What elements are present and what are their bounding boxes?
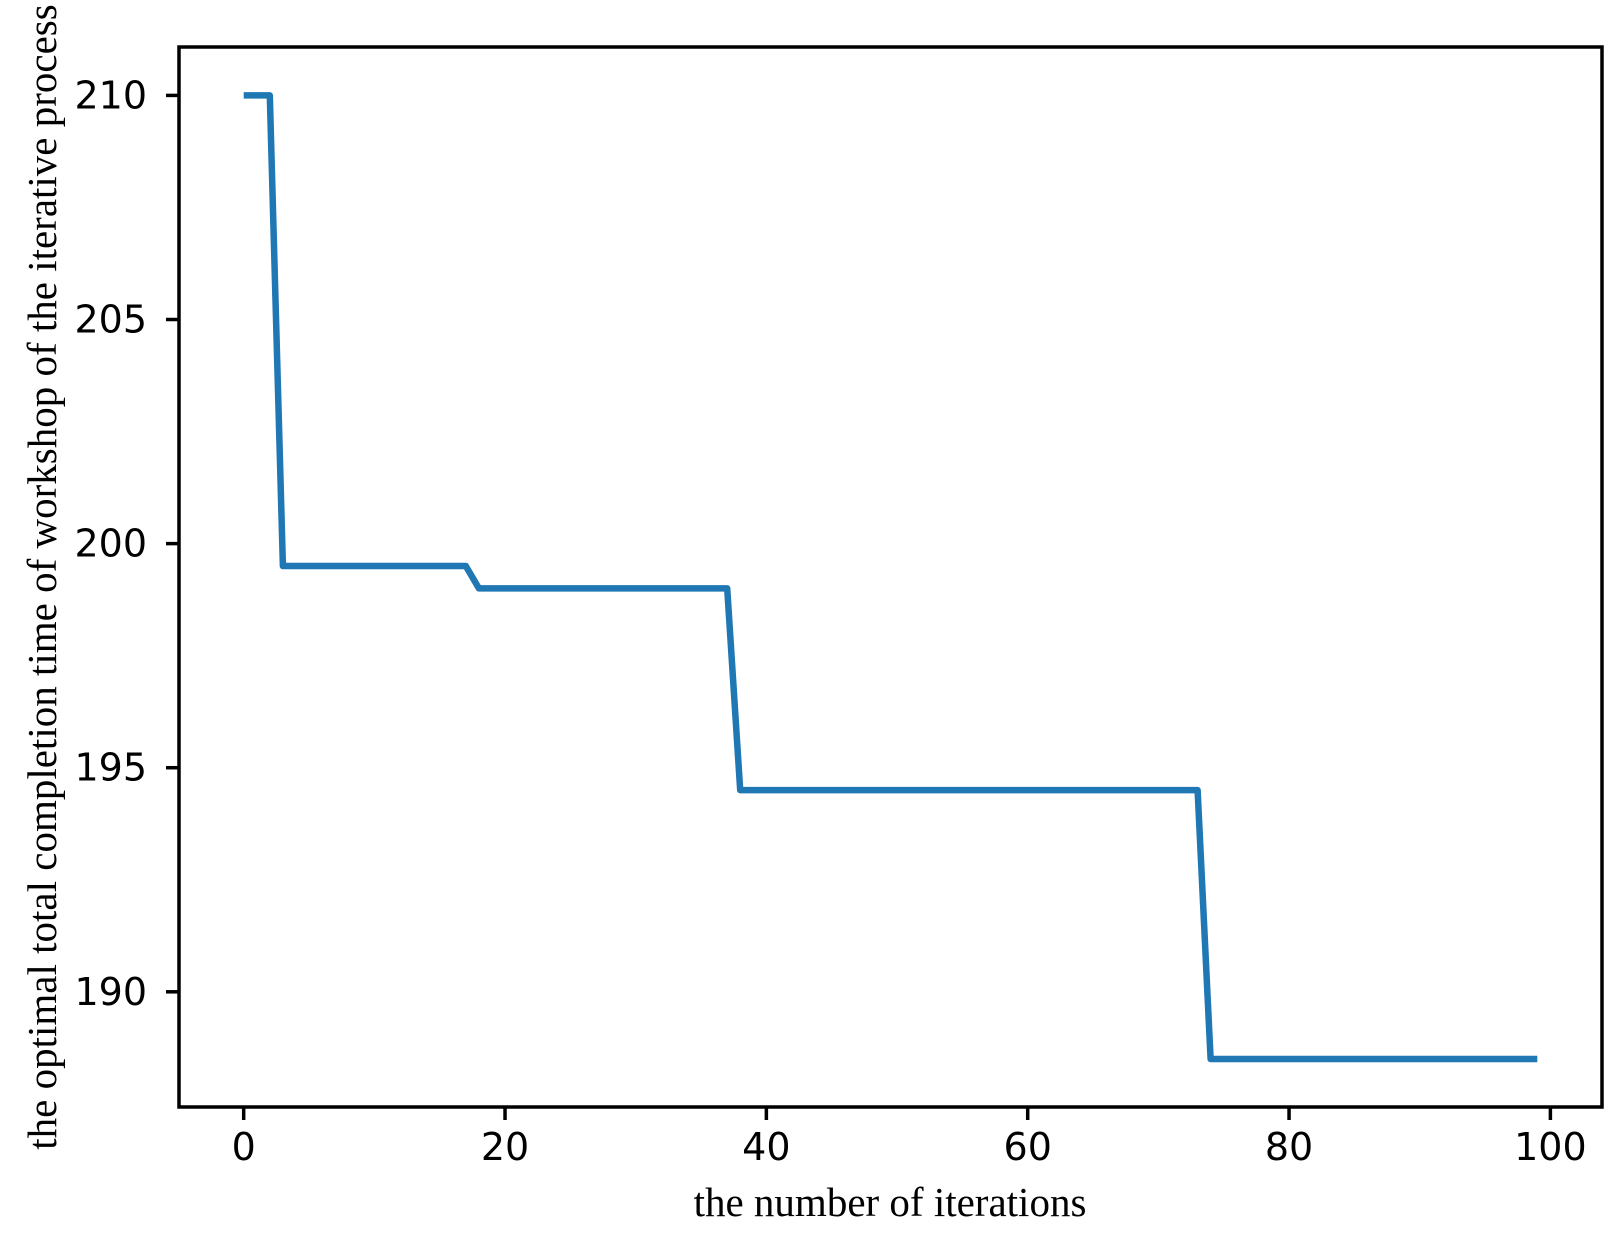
x-tick-label: 0 bbox=[232, 1125, 256, 1169]
series-line bbox=[243, 92, 1538, 1063]
y-tick-label: 200 bbox=[74, 522, 147, 566]
y-axis-ticks: 190 195 200 205 210 bbox=[74, 73, 179, 1014]
y-tick-label: 190 bbox=[74, 970, 147, 1014]
axes-spines bbox=[177, 45, 1604, 1109]
y-axis-label: the optimal total completion time of wor… bbox=[19, 4, 65, 1149]
x-axis-ticks: 0 20 40 60 80 100 bbox=[232, 1107, 1587, 1169]
y-tick-label: 205 bbox=[74, 298, 147, 342]
y-tick-label: 210 bbox=[74, 73, 147, 117]
x-tick-label: 80 bbox=[1265, 1125, 1313, 1169]
x-tick-label: 40 bbox=[742, 1125, 790, 1169]
y-tick-label: 195 bbox=[74, 746, 147, 790]
x-tick-label: 60 bbox=[1004, 1125, 1052, 1169]
x-axis-label: the number of iterations bbox=[694, 1179, 1087, 1225]
x-tick-label: 20 bbox=[481, 1125, 529, 1169]
x-tick-label: 100 bbox=[1514, 1125, 1587, 1169]
